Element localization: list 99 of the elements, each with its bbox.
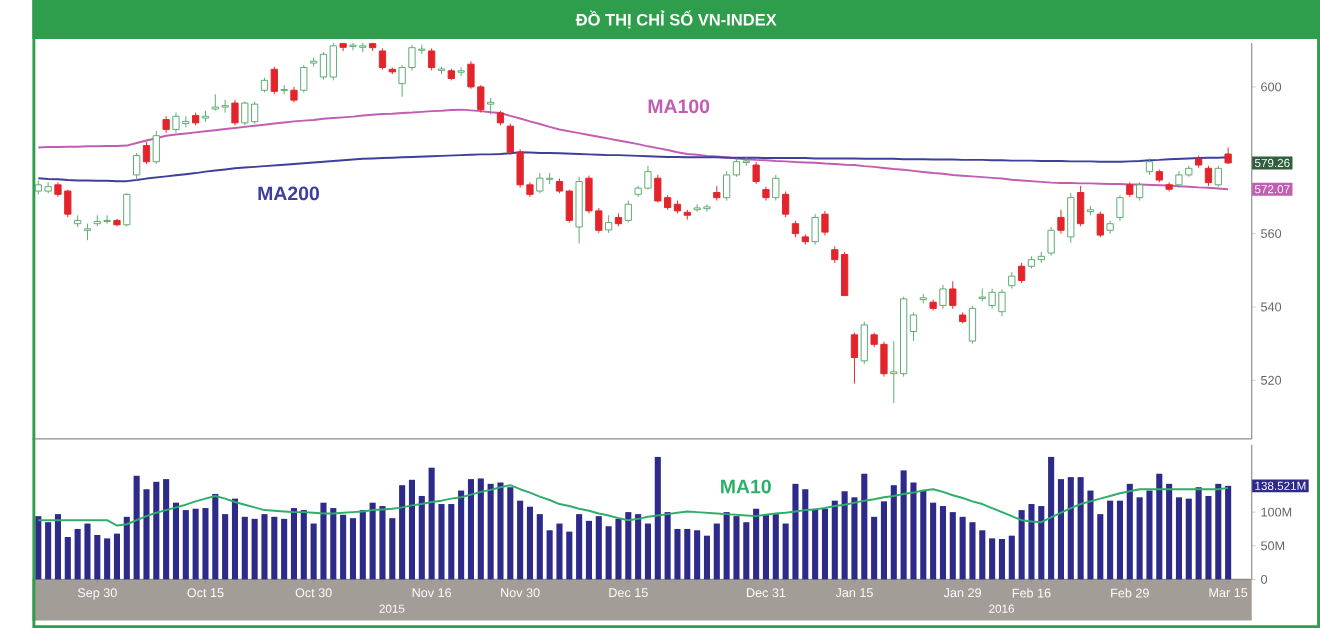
candlestick xyxy=(772,174,780,201)
bar xyxy=(1008,535,1015,580)
bar xyxy=(104,538,111,580)
bar xyxy=(113,533,121,580)
bar xyxy=(222,514,229,580)
bar xyxy=(703,535,711,580)
bar xyxy=(163,479,170,580)
candlestick xyxy=(280,84,288,95)
series-label: MA100 xyxy=(648,99,710,114)
bar xyxy=(694,530,701,580)
candlestick xyxy=(142,141,151,165)
bar xyxy=(172,502,180,580)
bar xyxy=(1067,477,1074,580)
candlestick xyxy=(575,176,583,244)
bar xyxy=(998,538,1006,580)
bar xyxy=(35,516,42,580)
bar xyxy=(458,490,465,580)
bar xyxy=(989,538,996,580)
candlestick xyxy=(152,130,160,165)
bar xyxy=(1175,497,1183,580)
candlestick xyxy=(1214,165,1222,188)
bar xyxy=(812,508,819,580)
candlestick xyxy=(300,64,308,93)
bar xyxy=(890,485,897,580)
bar xyxy=(359,510,366,580)
bar xyxy=(45,522,52,580)
bar xyxy=(467,479,475,580)
bar xyxy=(831,500,838,580)
bar xyxy=(349,518,357,580)
candlestick xyxy=(1057,209,1065,234)
candlestick xyxy=(1135,181,1144,201)
bar xyxy=(1185,498,1192,580)
bar xyxy=(595,516,602,580)
candlestick xyxy=(782,190,790,218)
candlestick xyxy=(133,152,141,181)
bar xyxy=(1057,479,1065,580)
candlestick xyxy=(821,210,829,236)
bar xyxy=(585,520,593,580)
candlestick xyxy=(860,321,868,365)
bar xyxy=(340,514,347,580)
bar xyxy=(399,485,406,580)
bar xyxy=(300,510,307,580)
bar xyxy=(123,516,130,580)
bar xyxy=(526,506,534,580)
candlestick xyxy=(378,47,387,70)
bar xyxy=(290,507,298,580)
bar xyxy=(1166,483,1173,580)
candlestick xyxy=(1116,194,1124,222)
bar xyxy=(408,479,416,580)
candlestick xyxy=(1047,226,1055,256)
bar xyxy=(1048,456,1055,580)
chart-title: ĐỒ THỊ CHỈ SỐ VN-INDEX xyxy=(575,10,777,29)
candlestick xyxy=(939,284,947,310)
candlestick xyxy=(1067,192,1075,244)
bar xyxy=(772,514,779,580)
series-label: MA10 xyxy=(721,479,771,494)
bar xyxy=(1225,485,1232,580)
bar xyxy=(281,518,288,580)
candlestick xyxy=(1204,165,1213,187)
candlestick xyxy=(949,280,957,310)
bar xyxy=(713,523,720,580)
candlestick xyxy=(123,192,131,227)
bar xyxy=(949,512,956,580)
series-label: MA200 xyxy=(258,186,320,201)
bar xyxy=(536,514,543,580)
candlestick xyxy=(850,332,859,384)
candlestick xyxy=(427,47,436,71)
bar xyxy=(241,516,248,580)
candlestick xyxy=(270,66,278,95)
bar xyxy=(477,478,484,580)
candlestick xyxy=(811,213,819,245)
bar xyxy=(517,500,524,580)
candlestick xyxy=(1096,211,1104,238)
bar xyxy=(939,505,947,580)
bar xyxy=(1126,483,1133,580)
candlestick xyxy=(624,200,632,223)
candlestick xyxy=(752,161,760,185)
candlestick xyxy=(1017,262,1026,284)
bar xyxy=(54,514,62,580)
bar xyxy=(644,523,652,580)
bar xyxy=(64,536,71,580)
bar xyxy=(635,514,642,580)
bar xyxy=(1107,500,1114,580)
bar xyxy=(880,501,888,580)
candlestick xyxy=(231,99,239,126)
candlestick xyxy=(968,305,977,344)
bar xyxy=(930,502,937,580)
bar xyxy=(753,508,760,580)
bar xyxy=(762,514,770,580)
bar xyxy=(576,514,583,580)
bar xyxy=(182,510,189,580)
candlestick xyxy=(457,66,465,77)
bar xyxy=(231,498,239,580)
bar xyxy=(654,456,661,580)
bar xyxy=(871,516,878,580)
bar xyxy=(1116,500,1124,580)
bar xyxy=(821,508,829,580)
bar xyxy=(418,495,425,580)
candlestick xyxy=(1076,185,1085,227)
